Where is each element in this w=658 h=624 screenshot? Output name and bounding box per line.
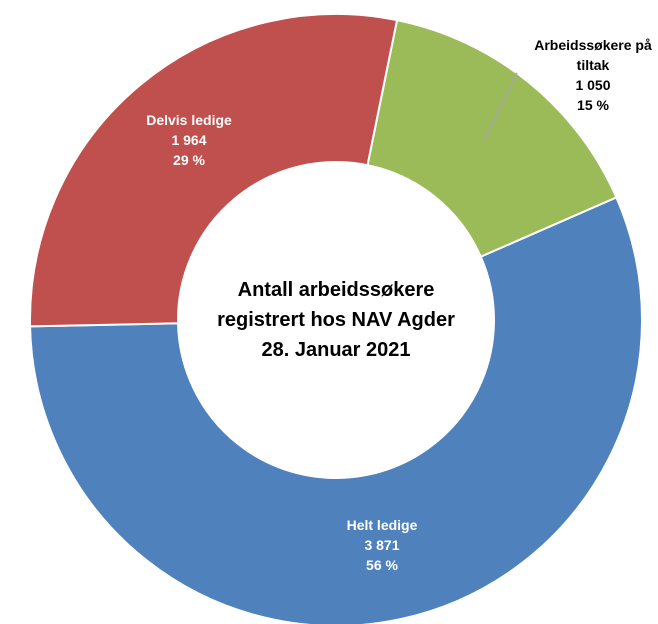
wedges <box>29 13 643 624</box>
data-label: Helt ledige 3 871 56 % <box>312 515 452 575</box>
percent-label: 15 % <box>577 97 609 113</box>
category-label: Helt ledige <box>346 517 418 533</box>
wedge <box>366 18 618 259</box>
percent-label: 29 % <box>173 152 205 168</box>
value-label: 1 050 <box>575 77 611 93</box>
wedge <box>29 13 399 328</box>
value-label: 3 871 <box>364 537 400 553</box>
data-label: Delvis ledige 1 964 29 % <box>119 110 259 170</box>
chart-title: Antall arbeidssøkere registrert hos NAV … <box>217 279 455 361</box>
leader-line <box>483 72 518 141</box>
wedge <box>29 196 643 624</box>
category-label: Arbeidssøkere på tiltak <box>534 37 652 73</box>
percent-label: 56 % <box>366 557 398 573</box>
value-label: 1 964 <box>171 132 207 148</box>
category-label: Delvis ledige <box>146 112 232 128</box>
data-label: Arbeidssøkere på tiltak 1 050 15 % <box>528 35 658 115</box>
